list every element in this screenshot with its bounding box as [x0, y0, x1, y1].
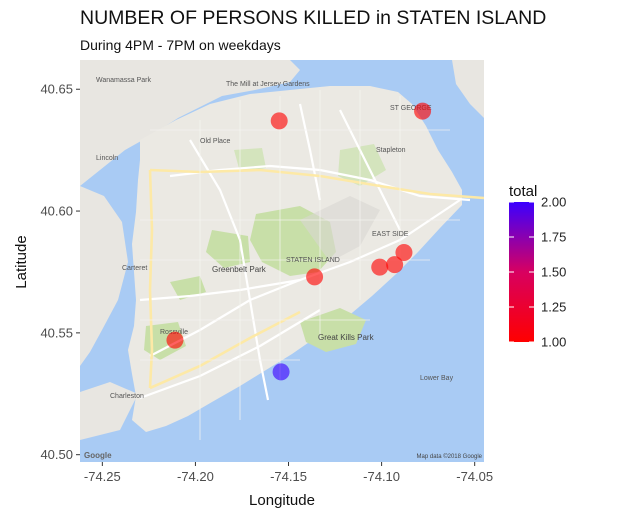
google-logo: Google: [84, 451, 112, 460]
map-label-stapleton: Stapleton: [376, 147, 406, 154]
legend-tick-label: 1.25: [541, 300, 566, 315]
map-label-staten-island: STATEN ISLAND: [286, 257, 340, 264]
points-layer: [166, 102, 432, 381]
brooklyn-corner: [452, 60, 484, 118]
y-tick-label: 40.55: [40, 325, 73, 340]
highway-440-west: [148, 169, 154, 389]
data-point-1: [270, 112, 288, 130]
map-label-lincoln: Lincoln: [96, 155, 118, 162]
map-label-charleston: Charleston: [110, 393, 144, 400]
x-tick-label: -74.20: [177, 469, 214, 484]
chart-subtitle: During 4PM - 7PM on weekdays: [80, 37, 281, 53]
legend-tick-label: 1.50: [541, 265, 566, 280]
map-label-st-george: ST GEORGE: [390, 105, 432, 112]
road-richmond: [189, 139, 270, 401]
data-point-5: [371, 258, 389, 276]
minor-roads: [140, 90, 460, 440]
y-tick-label: 40.60: [40, 204, 73, 219]
legend: total 1.00 1.25 1.50 1.75 2.00: [509, 183, 566, 350]
nj-mainland-west: [80, 186, 128, 366]
y-axis: 40.50 40.55 40.60 40.65: [40, 82, 80, 462]
legend-title: total: [509, 183, 537, 200]
x-axis: -74.25 -74.20 -74.15 -74.10 -74.05: [84, 462, 493, 484]
highway-440-south: [149, 310, 301, 390]
map-label-lower-bay: Lower Bay: [420, 375, 454, 382]
map-label-mill: The Mill at Jersey Gardens: [226, 81, 310, 88]
road-arden: [139, 278, 301, 302]
data-point-3: [395, 243, 413, 261]
legend-tick-label: 1.75: [541, 230, 566, 245]
map-label-wanamassa: Wanamassa Park: [96, 77, 151, 84]
map-label-carteret: Carteret: [122, 265, 147, 272]
data-point-2: [414, 102, 432, 120]
x-tick-label: -74.15: [270, 469, 307, 484]
y-tick-label: 40.50: [40, 447, 73, 462]
map-label-greenbelt: Greenbelt Park: [212, 265, 267, 274]
data-point-6: [306, 268, 324, 286]
legend-tick-label: 2.00: [541, 195, 566, 210]
y-tick-label: 40.65: [40, 82, 73, 97]
park-area-2: [144, 322, 186, 360]
data-point-4: [386, 256, 404, 274]
great-kills-park: [300, 308, 366, 352]
x-axis-title: Longitude: [249, 492, 315, 509]
park-area-3: [170, 276, 206, 300]
road-clove: [298, 103, 322, 201]
legend-tick-label: 1.00: [541, 335, 566, 350]
x-tick-label: -74.25: [84, 469, 121, 484]
nj-mainland-south: [80, 382, 138, 440]
legend-ticks: 1.00 1.25 1.50 1.75 2.00: [509, 195, 566, 350]
chart-title: NUMBER OF PERSONS KILLED in STATEN ISLAN…: [80, 7, 547, 29]
data-point-7: [166, 331, 184, 349]
nj-mainland-north: [80, 60, 300, 186]
map-attribution: Map data ©2018 Google: [417, 453, 483, 460]
data-point-8: [272, 363, 290, 381]
map-label-east-side: EAST SIDE: [372, 231, 409, 238]
x-tick-label: -74.10: [363, 469, 400, 484]
road-arthur-kill: [139, 309, 321, 400]
x-tick-label: -74.05: [456, 469, 493, 484]
map-label-old-place: Old Place: [200, 138, 230, 145]
y-axis-title: Latitude: [13, 235, 30, 288]
map-label-great-kills: Great Kills Park: [318, 333, 375, 342]
